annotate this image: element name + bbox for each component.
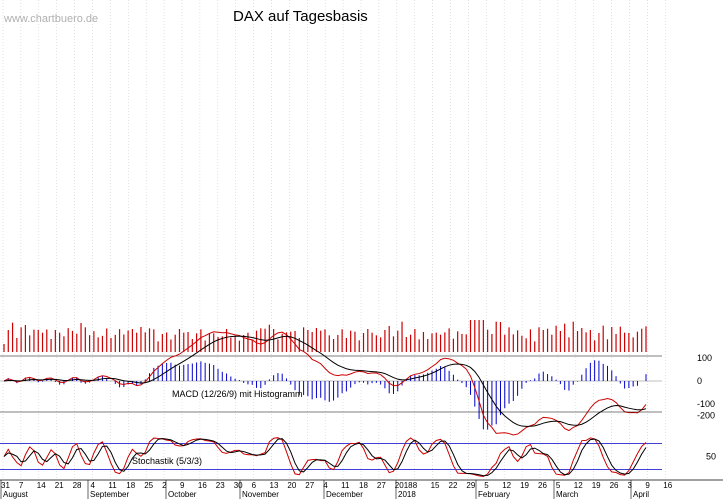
month-label: February [478,490,510,499]
day-label: 19 [520,481,529,490]
day-label: 12 [574,481,583,490]
day-label: 22 [449,481,458,490]
day-label: 25 [144,481,153,490]
month-label: December [326,490,363,499]
day-label: 4 [91,481,96,490]
day-label: 7 [19,481,24,490]
day-label: 16 [198,481,207,490]
stochastic-tick-label: 50 [706,452,716,462]
day-label: 9 [645,481,650,490]
day-label: 27 [377,481,386,490]
day-label: 4 [323,481,328,490]
macd-label: MACD (12/26/9) mit Histogramm [172,389,303,399]
chart-title: DAX auf Tagesbasis [233,8,368,25]
day-label: 28 [73,481,82,490]
month-label: November [242,490,279,499]
stochastic-label: Stochastik (5/3/3) [132,456,202,466]
day-label: 18 [126,481,135,490]
day-label: 29 [466,481,475,490]
day-label: 11 [341,481,350,490]
day-label: 8 [413,481,418,490]
month-label: October [168,490,197,499]
day-label: 2 [162,481,167,490]
day-label: 27 [305,481,314,490]
day-label: 2018 [395,481,413,490]
day-label: 15 [431,481,440,490]
day-label: 14 [37,481,46,490]
macd-tick-label: 0 [697,376,702,386]
month-label: August [3,490,29,499]
macd-tick-label: -200 [697,411,715,421]
macd-tick-label: -100 [697,399,715,409]
day-label: 31 [1,481,10,490]
day-label: 3 [628,481,633,490]
macd-tick-label: 100 [697,353,712,363]
day-label: 13 [270,481,279,490]
day-label: 6 [252,481,257,490]
watermark: www.chartbuero.de [3,13,98,25]
day-label: 21 [55,481,64,490]
day-label: 5 [556,481,561,490]
day-label: 11 [108,481,117,490]
stochastic-d-line [3,437,647,477]
month-label: September [90,490,129,499]
day-label: 26 [610,481,619,490]
day-label: 30 [234,481,243,490]
day-label: 18 [359,481,368,490]
month-label: 2018 [398,490,416,499]
day-label: 23 [216,481,225,490]
day-label: 20 [287,481,296,490]
month-label: March [556,490,578,499]
stochastic-panel: 50 [0,437,716,478]
day-label: 26 [538,481,547,490]
day-label: 16 [663,481,672,490]
day-label: 9 [180,481,185,490]
day-label: 5 [484,481,489,490]
day-label: 19 [592,481,601,490]
volume-bars [0,320,662,357]
month-label: April [633,490,649,499]
macd-panel: 100 0 -100 -200 [0,331,715,436]
date-axis: 31 7 14 21 28 4 11 18 25 2 9 16 23 30 6 13 20 27 4 11 18 27 20… [0,479,723,499]
day-label: 12 [502,481,511,490]
macd-signal-line [3,335,647,427]
